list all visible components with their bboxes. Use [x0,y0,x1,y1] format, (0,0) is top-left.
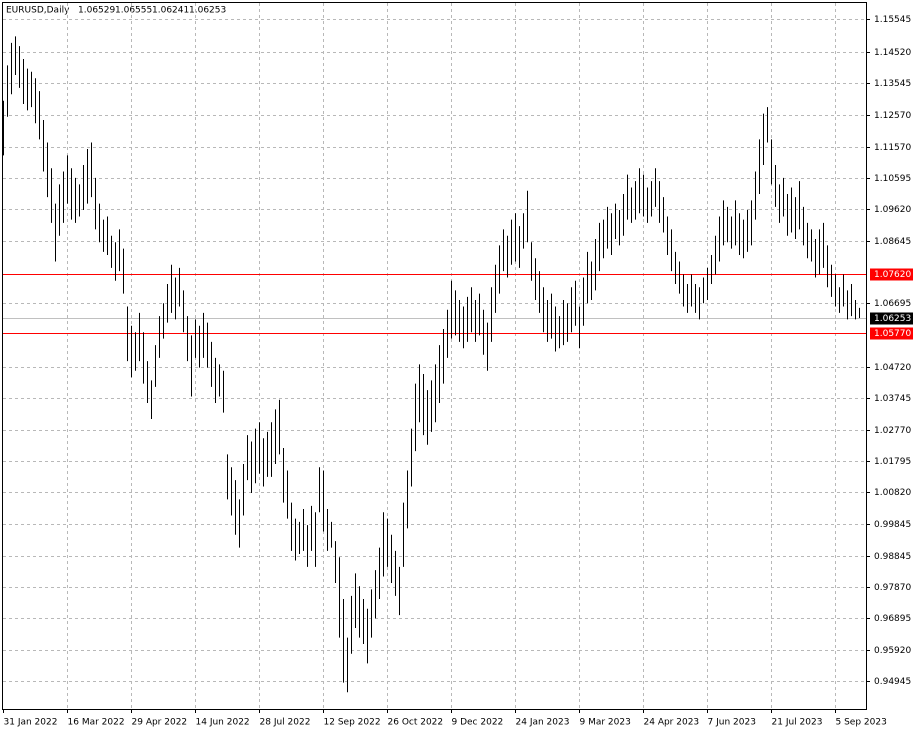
x-tick-label: 24 Apr 2023 [644,718,700,728]
last-high: 1.06555 [115,6,152,16]
x-tick-label: 14 Jun 2022 [196,718,250,728]
y-tick-label: 1.01795 [874,457,911,467]
level-label: 1.05770 [874,329,911,339]
y-tick-label: 1.13545 [874,79,911,89]
y-tick-label: 0.99845 [874,520,911,530]
current-price-label: 1.06253 [874,314,911,324]
x-tick-label: 12 Sep 2022 [324,718,381,728]
level-label-box [870,268,913,281]
x-tick-label: 26 Oct 2022 [388,718,444,728]
y-tick-label: 1.11570 [874,143,911,153]
y-tick-label: 1.00820 [874,488,911,498]
x-tick-label: 7 Jun 2023 [708,718,756,728]
x-tick-label: 9 Dec 2022 [452,718,504,728]
y-tick-label: 1.03745 [874,394,911,404]
symbol: EURUSD,Daily [6,6,70,16]
y-tick-label: 1.10595 [874,174,911,184]
x-tick-label: 28 Jul 2022 [260,718,311,728]
last-low: 1.06241 [152,6,189,16]
y-tick-label: 1.08645 [874,237,911,247]
y-tick-label: 0.97870 [874,583,911,593]
x-tick-label: 21 Jul 2023 [772,718,823,728]
header: EURUSD,Daily 1.06529 1.06555 1.06241 1.0… [6,6,226,16]
level-label: 1.07620 [874,270,911,280]
y-tick-label: 1.04720 [874,363,911,373]
y-tick-label: 1.09620 [874,205,911,215]
y-tick-label: 1.06695 [874,299,911,309]
y-tick-label: 0.94945 [874,677,911,687]
y-tick-label: 1.12570 [874,111,911,121]
y-tick-label: 1.15545 [874,15,911,25]
x-tick-label: 29 Apr 2022 [132,718,188,728]
last-close: 1.06253 [189,6,226,16]
y-tick-label: 1.02770 [874,426,911,436]
plot-frame [2,2,867,710]
x-tick-label: 5 Sep 2023 [836,718,887,728]
y-tick-label: 1.14520 [874,48,911,58]
x-tick-label: 9 Mar 2023 [580,718,631,728]
y-tick-label: 0.96895 [874,614,911,624]
y-tick-label: 0.98845 [874,552,911,562]
x-tick-label: 24 Jan 2023 [516,718,570,728]
current-price-box [870,312,913,325]
last-open: 1.06529 [78,6,115,16]
x-tick-label: 31 Jan 2022 [4,718,58,728]
y-tick-label: 0.95920 [874,646,911,656]
x-tick-label: 16 Mar 2022 [68,718,125,728]
level-label-box [870,327,913,340]
